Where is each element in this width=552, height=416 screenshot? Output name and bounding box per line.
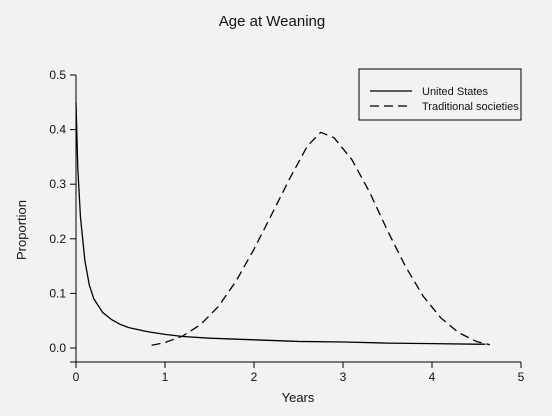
chart-title: Age at Weaning [219,13,325,30]
y-tick-label: 0.5 [49,68,66,82]
y-tick-label: 0.1 [49,286,66,300]
y-axis-label: Proportion [14,200,29,260]
legend: United States Traditional societies [358,68,522,121]
y-tick-label: 0.0 [49,341,66,355]
legend-box [358,68,522,121]
series-line-united-states [75,102,486,345]
x-tick-label: 3 [340,370,347,384]
ticks: 0.0 0.1 0.2 0.3 0.4 0.5 0 1 2 3 4 5 [49,68,524,384]
x-tick-label: 2 [251,370,258,384]
series-line-traditional-societies [151,131,491,346]
series-group [75,102,491,346]
x-tick-label: 5 [518,370,525,384]
x-axis-label: Years [282,390,315,405]
y-tick-label: 0.3 [49,177,66,191]
legend-label-traditional-societies: Traditional societies [422,101,519,113]
x-tick-label: 4 [429,370,436,384]
x-tick-label: 0 [73,370,80,384]
y-tick-label: 0.2 [49,232,66,246]
y-tick-label: 0.4 [49,123,66,137]
legend-label-united-states: United States [422,86,489,98]
x-tick-label: 1 [162,370,169,384]
